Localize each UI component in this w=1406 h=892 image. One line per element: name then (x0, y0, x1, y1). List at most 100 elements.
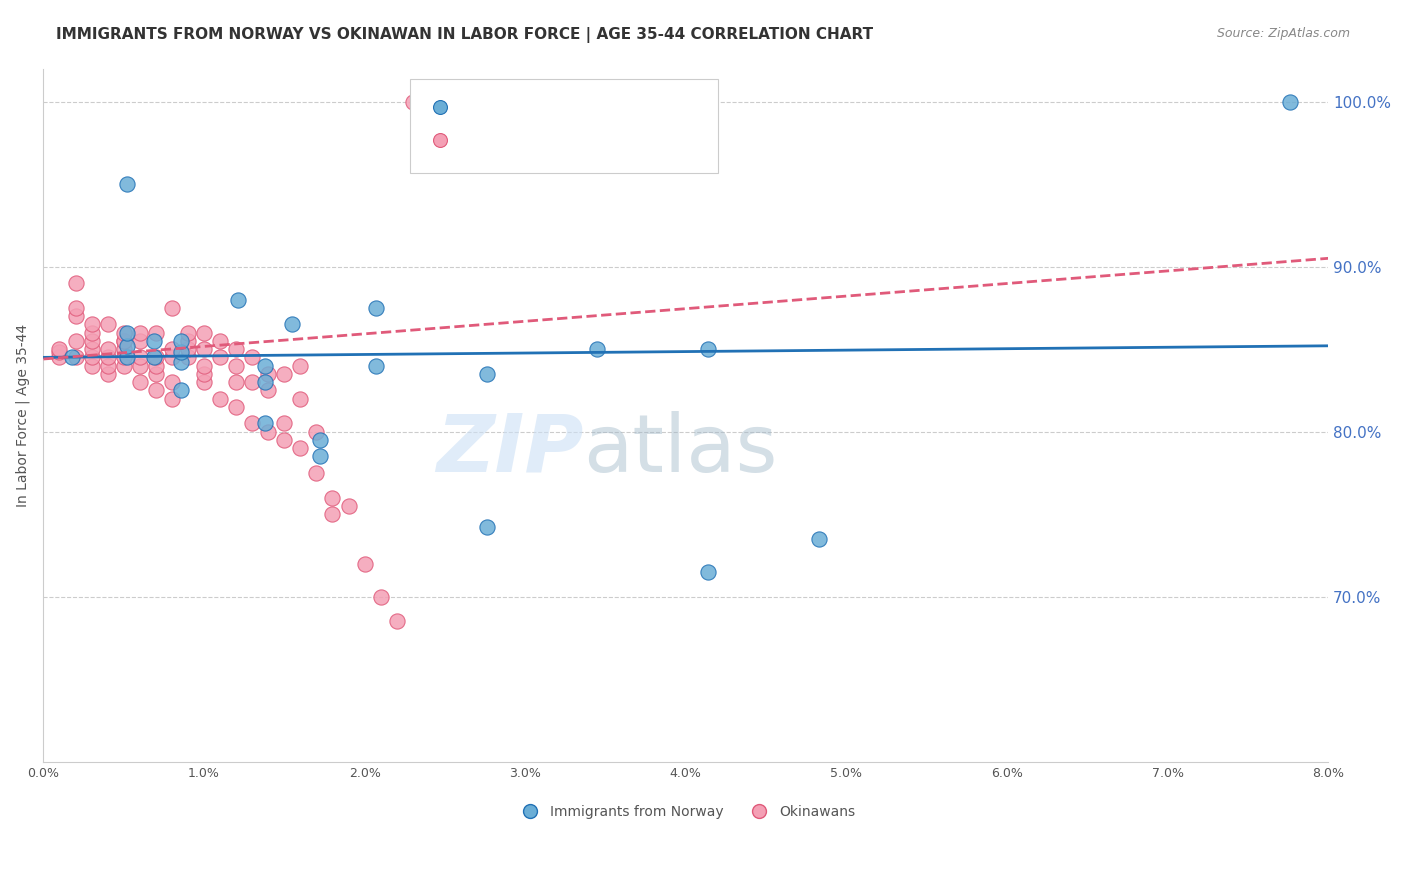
Point (115, 326, 138, 340)
Point (226, 293, 249, 307)
Point (240, 351, 263, 365)
Point (128, 351, 150, 365)
Text: Source: ZipAtlas.com: Source: ZipAtlas.com (1216, 27, 1350, 40)
Point (257, 384, 280, 398)
Point (48, 351, 70, 365)
Point (808, 532, 831, 546)
Point (240, 417, 263, 431)
Point (97, 359, 120, 373)
Point (475, 520, 498, 534)
Point (193, 342, 215, 356)
Point (65, 351, 87, 365)
Point (290, 359, 312, 373)
Point (193, 367, 215, 381)
Point (225, 342, 247, 356)
Point (273, 367, 295, 381)
Point (170, 345, 193, 359)
Point (80, 326, 103, 340)
Text: R = 0.013   N = 27: R = 0.013 N = 27 (464, 95, 607, 109)
Point (160, 342, 183, 356)
Point (60, 351, 83, 365)
Point (209, 392, 232, 406)
Point (143, 351, 166, 365)
Point (65, 334, 87, 348)
Point (193, 359, 215, 373)
Point (308, 433, 330, 447)
Point (177, 334, 200, 348)
Point (253, 359, 276, 373)
Point (80, 318, 103, 332)
Point (290, 392, 312, 406)
Point (697, 565, 720, 579)
Text: IMMIGRANTS FROM NORWAY VS OKINAWAN IN LABOR FORCE | AGE 35-44 CORRELATION CHART: IMMIGRANTS FROM NORWAY VS OKINAWAN IN LA… (56, 27, 873, 43)
Point (337, 499, 360, 513)
Point (370, 590, 392, 604)
Point (273, 417, 295, 431)
Point (160, 301, 183, 315)
Point (209, 351, 232, 365)
Point (1278, 95, 1301, 109)
Point (48, 342, 70, 356)
Point (257, 367, 280, 381)
Point (305, 425, 328, 439)
Point (170, 384, 193, 398)
Point (143, 334, 166, 348)
Point (170, 355, 193, 369)
Point (97, 351, 120, 365)
Point (115, 339, 138, 353)
Point (128, 375, 150, 389)
Point (177, 351, 200, 365)
Point (160, 392, 183, 406)
Point (364, 301, 387, 315)
Point (170, 334, 193, 348)
Point (225, 400, 247, 414)
Point (65, 301, 87, 315)
Point (80, 351, 103, 365)
Point (225, 359, 247, 373)
Point (65, 309, 87, 323)
Point (145, 384, 167, 398)
Point (321, 491, 343, 505)
Point (112, 342, 135, 356)
Point (177, 326, 200, 340)
Legend: Immigrants from Norway, Okinawans: Immigrants from Norway, Okinawans (510, 799, 862, 824)
Text: R = 0.056   N = 78: R = 0.056 N = 78 (464, 128, 607, 144)
Point (273, 433, 295, 447)
Point (253, 417, 276, 431)
Point (305, 466, 328, 480)
Point (115, 177, 138, 191)
Point (112, 334, 135, 348)
Point (145, 326, 167, 340)
Point (128, 326, 150, 340)
Point (364, 359, 387, 373)
Point (240, 375, 263, 389)
Point (177, 342, 200, 356)
Point (253, 375, 276, 389)
Point (193, 375, 215, 389)
Point (112, 334, 135, 348)
Text: atlas: atlas (583, 411, 778, 489)
Point (80, 342, 103, 356)
Point (209, 334, 232, 348)
Point (112, 326, 135, 340)
Point (193, 326, 215, 340)
Point (97, 318, 120, 332)
Point (225, 375, 247, 389)
Point (257, 425, 280, 439)
Point (128, 334, 150, 348)
Point (112, 359, 135, 373)
Point (145, 351, 167, 365)
Point (128, 359, 150, 373)
Point (80, 359, 103, 373)
Text: ZIP: ZIP (436, 411, 583, 489)
Point (321, 507, 343, 521)
Point (145, 367, 167, 381)
Point (402, 95, 425, 109)
Point (80, 334, 103, 348)
Point (475, 367, 498, 381)
Point (308, 450, 330, 464)
Point (160, 351, 183, 365)
Point (145, 359, 167, 373)
Point (697, 342, 720, 356)
Point (112, 351, 135, 365)
